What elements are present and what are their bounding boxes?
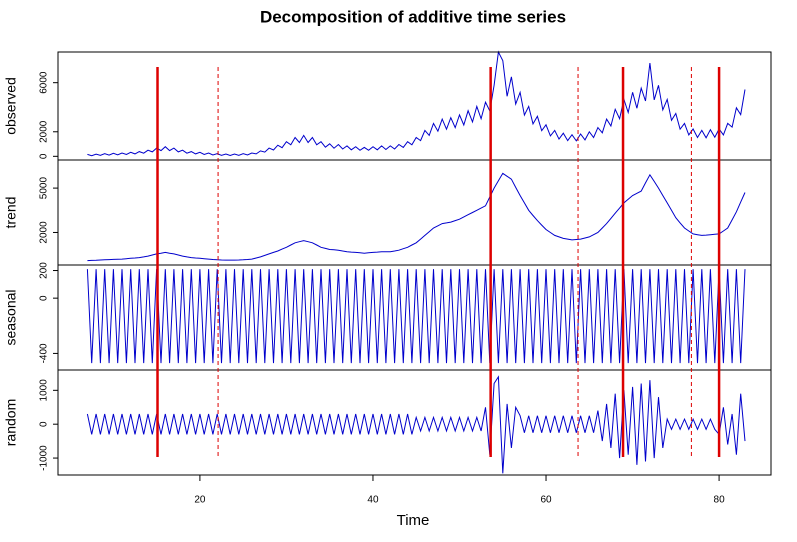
y-tick-label: 0	[39, 421, 50, 427]
y-tick-label: 2000	[39, 120, 50, 143]
series-line	[86, 375, 746, 474]
panel-frame	[57, 369, 772, 476]
y-tick-label: 2000	[39, 221, 50, 244]
y-axis-label: observed	[3, 77, 19, 135]
x-tick-label: 20	[194, 495, 206, 506]
y-tick-label: 1000	[39, 379, 50, 402]
series-line	[87, 172, 746, 262]
x-axis-label: Time	[397, 512, 430, 529]
x-tick-label: 40	[367, 495, 379, 506]
y-axis-label: trend	[3, 197, 19, 229]
x-tick-label: 80	[714, 495, 726, 506]
series-line	[86, 269, 746, 364]
x-tick-label: 60	[540, 495, 552, 506]
y-tick-label: 6000	[39, 71, 50, 94]
y-axis-label: seasonal	[3, 289, 19, 345]
y-tick-label: 200	[39, 262, 50, 279]
y-tick-label: 0	[39, 295, 50, 301]
y-tick-label: 0	[39, 153, 50, 159]
y-tick-label: -400	[39, 343, 50, 363]
y-tick-label: 5000	[39, 177, 50, 200]
y-tick-label: -1000	[39, 445, 50, 471]
y-axis-label: random	[3, 399, 19, 446]
chart-title: Decomposition of additive time series	[260, 7, 566, 26]
series-line	[87, 50, 746, 157]
